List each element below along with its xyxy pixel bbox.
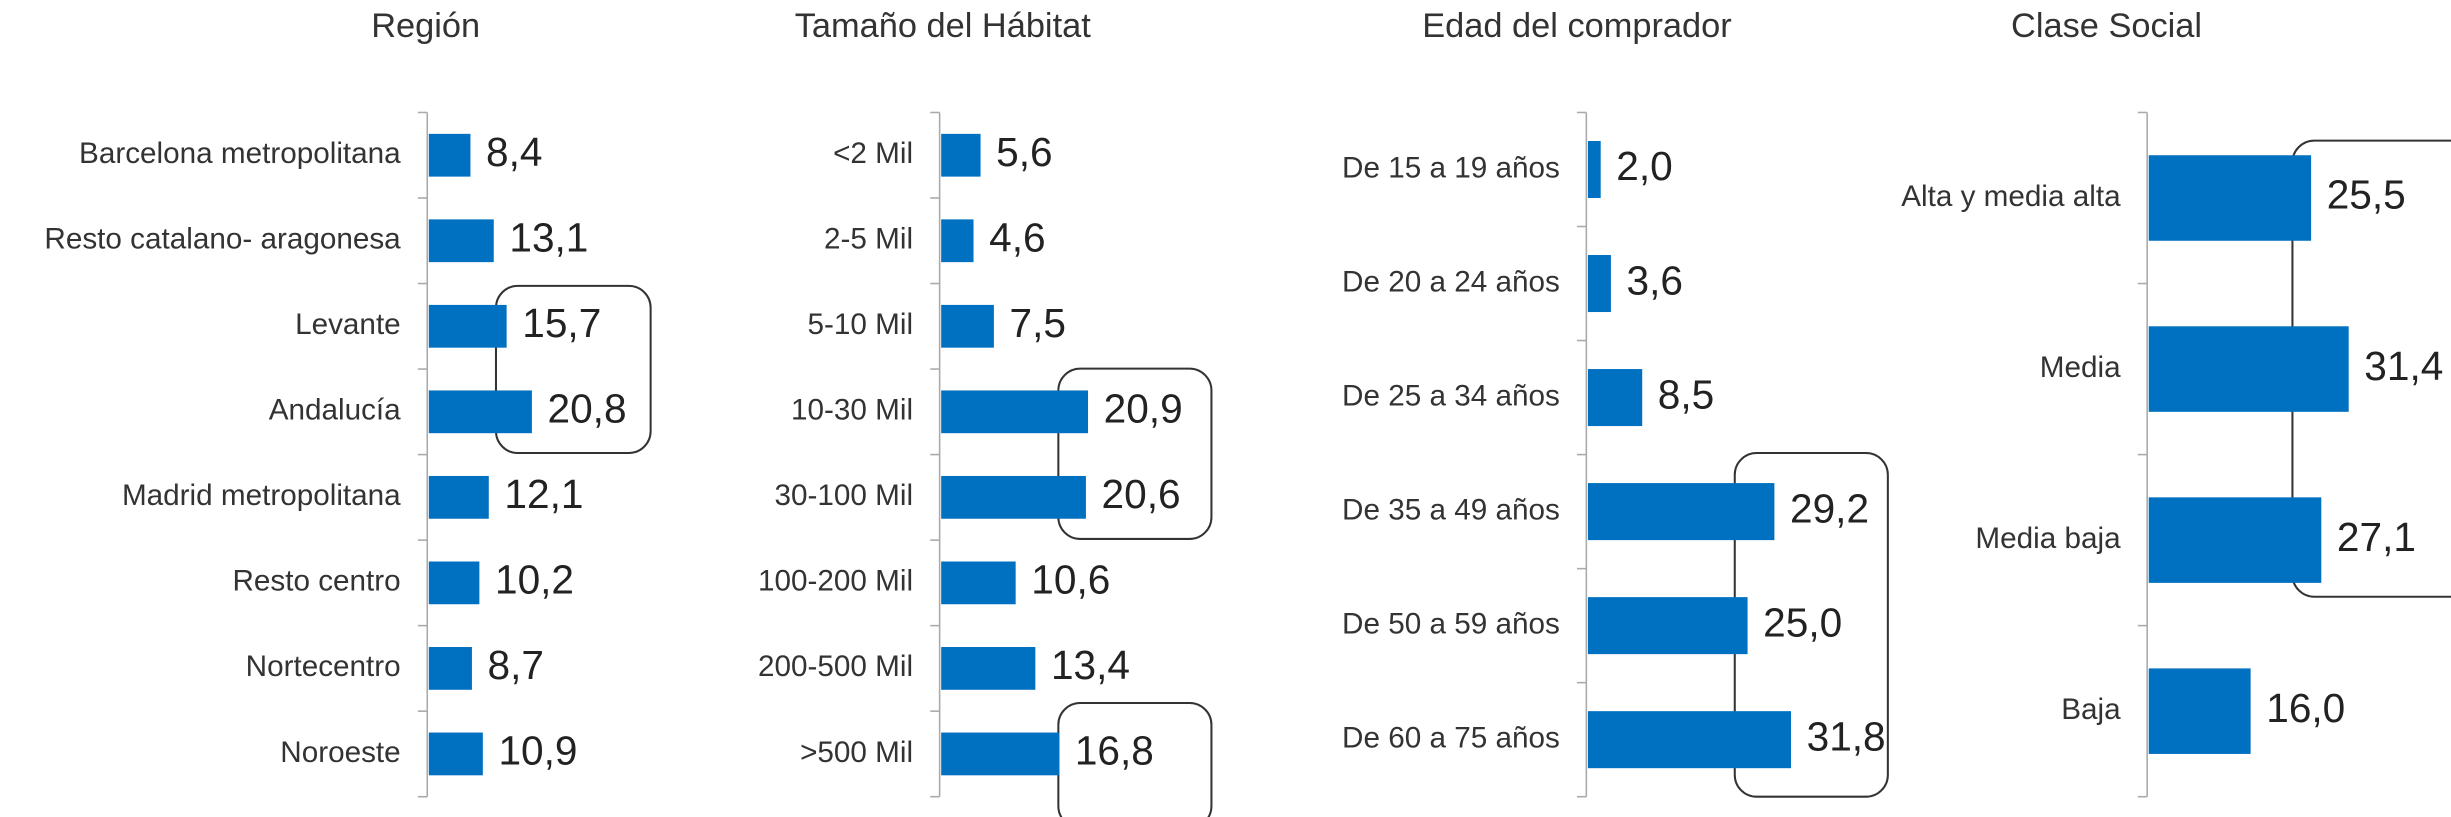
- value-label: 12,1: [504, 471, 583, 517]
- highlight-box: [1057, 367, 1213, 540]
- value-label: 13,4: [1051, 642, 1130, 688]
- bar: [2148, 497, 2322, 583]
- bar: [1587, 369, 1643, 427]
- category-label: Resto centro: [232, 565, 400, 598]
- value-label: 25,5: [2327, 172, 2406, 218]
- value-label: 8,4: [486, 129, 542, 175]
- category-label: De 35 a 49 años: [1342, 493, 1560, 526]
- value-label: 7,5: [1010, 300, 1066, 346]
- bar: [1587, 483, 1775, 541]
- category-label: Levante: [295, 308, 401, 341]
- bar: [428, 390, 532, 434]
- value-label: 29,2: [1790, 485, 1869, 531]
- category-label: De 50 a 59 años: [1342, 607, 1560, 640]
- bar: [428, 304, 507, 348]
- value-label: 2,0: [1616, 143, 1672, 189]
- category-label: De 25 a 34 años: [1342, 379, 1560, 412]
- value-label: 31,8: [1807, 713, 1886, 759]
- category-label: Noroeste: [280, 736, 400, 769]
- value-label: 10,9: [498, 728, 577, 774]
- category-label: 2-5 Mil: [824, 223, 913, 256]
- value-label: 3,6: [1627, 257, 1683, 303]
- category-label: <2 Mil: [833, 137, 913, 170]
- category-label: De 15 a 19 años: [1342, 151, 1560, 184]
- category-label: Media baja: [1975, 522, 2121, 555]
- value-label: 8,5: [1658, 371, 1714, 417]
- value-label: 16,0: [2266, 685, 2345, 731]
- chart-title: Tamaño del Hábitat: [795, 7, 1092, 45]
- bar: [428, 133, 471, 177]
- value-label: 5,6: [996, 129, 1052, 175]
- value-label: 20,9: [1104, 386, 1183, 432]
- category-label: Nortecentro: [246, 650, 401, 683]
- category-label: Media: [2040, 351, 2121, 384]
- category-label: De 60 a 75 años: [1342, 722, 1560, 755]
- value-label: 16,8: [1075, 728, 1154, 774]
- bar: [1587, 255, 1611, 313]
- category-label: Alta y media alta: [1901, 180, 2121, 213]
- bar: [428, 475, 489, 519]
- bar: [1587, 140, 1601, 199]
- chart-title: Región: [371, 7, 480, 45]
- category-label: Andalucía: [269, 394, 401, 427]
- bar: [941, 732, 1060, 776]
- bar: [941, 647, 1036, 690]
- bar: [1587, 597, 1748, 655]
- bar: [428, 561, 480, 605]
- value-label: 10,6: [1031, 557, 1110, 603]
- category-label: De 20 a 24 años: [1342, 265, 1560, 298]
- bar: [941, 304, 994, 348]
- bar: [941, 390, 1089, 434]
- bar: [2148, 668, 2251, 754]
- category-label: >500 Mil: [800, 736, 913, 769]
- category-label: 30-100 Mil: [775, 479, 914, 512]
- category-label: 100-200 Mil: [758, 565, 913, 598]
- bar: [428, 732, 483, 776]
- category-label: Baja: [2061, 693, 2121, 726]
- highlight-box: [494, 284, 652, 455]
- bar: [941, 561, 1016, 605]
- category-label: Barcelona metropolitana: [79, 137, 401, 170]
- value-label: 15,7: [522, 300, 601, 346]
- value-label: 13,1: [509, 214, 588, 260]
- bar: [941, 475, 1086, 519]
- bar: [2148, 326, 2349, 412]
- category-label: 200-500 Mil: [758, 650, 913, 683]
- bar: [2148, 155, 2312, 241]
- value-label: 20,6: [1102, 471, 1181, 517]
- category-label: 5-10 Mil: [808, 308, 914, 341]
- value-label: 10,2: [495, 557, 574, 603]
- value-label: 8,7: [488, 642, 544, 688]
- value-label: 27,1: [2337, 514, 2416, 560]
- value-label: 31,4: [2364, 343, 2443, 389]
- category-label: Madrid metropolitana: [122, 479, 401, 512]
- chart-title: Edad del comprador: [1422, 7, 1731, 45]
- bar: [428, 219, 494, 263]
- category-label: 10-30 Mil: [791, 394, 913, 427]
- value-label: 25,0: [1763, 599, 1842, 645]
- bar: [941, 133, 981, 177]
- value-label: 20,8: [548, 386, 627, 432]
- bar: [941, 219, 974, 263]
- chart-title: Clase Social: [2011, 7, 2202, 45]
- value-label: 4,6: [989, 214, 1045, 260]
- category-label: Resto catalano- aragonesa: [44, 223, 401, 256]
- bar: [428, 647, 472, 690]
- bar: [1587, 711, 1791, 769]
